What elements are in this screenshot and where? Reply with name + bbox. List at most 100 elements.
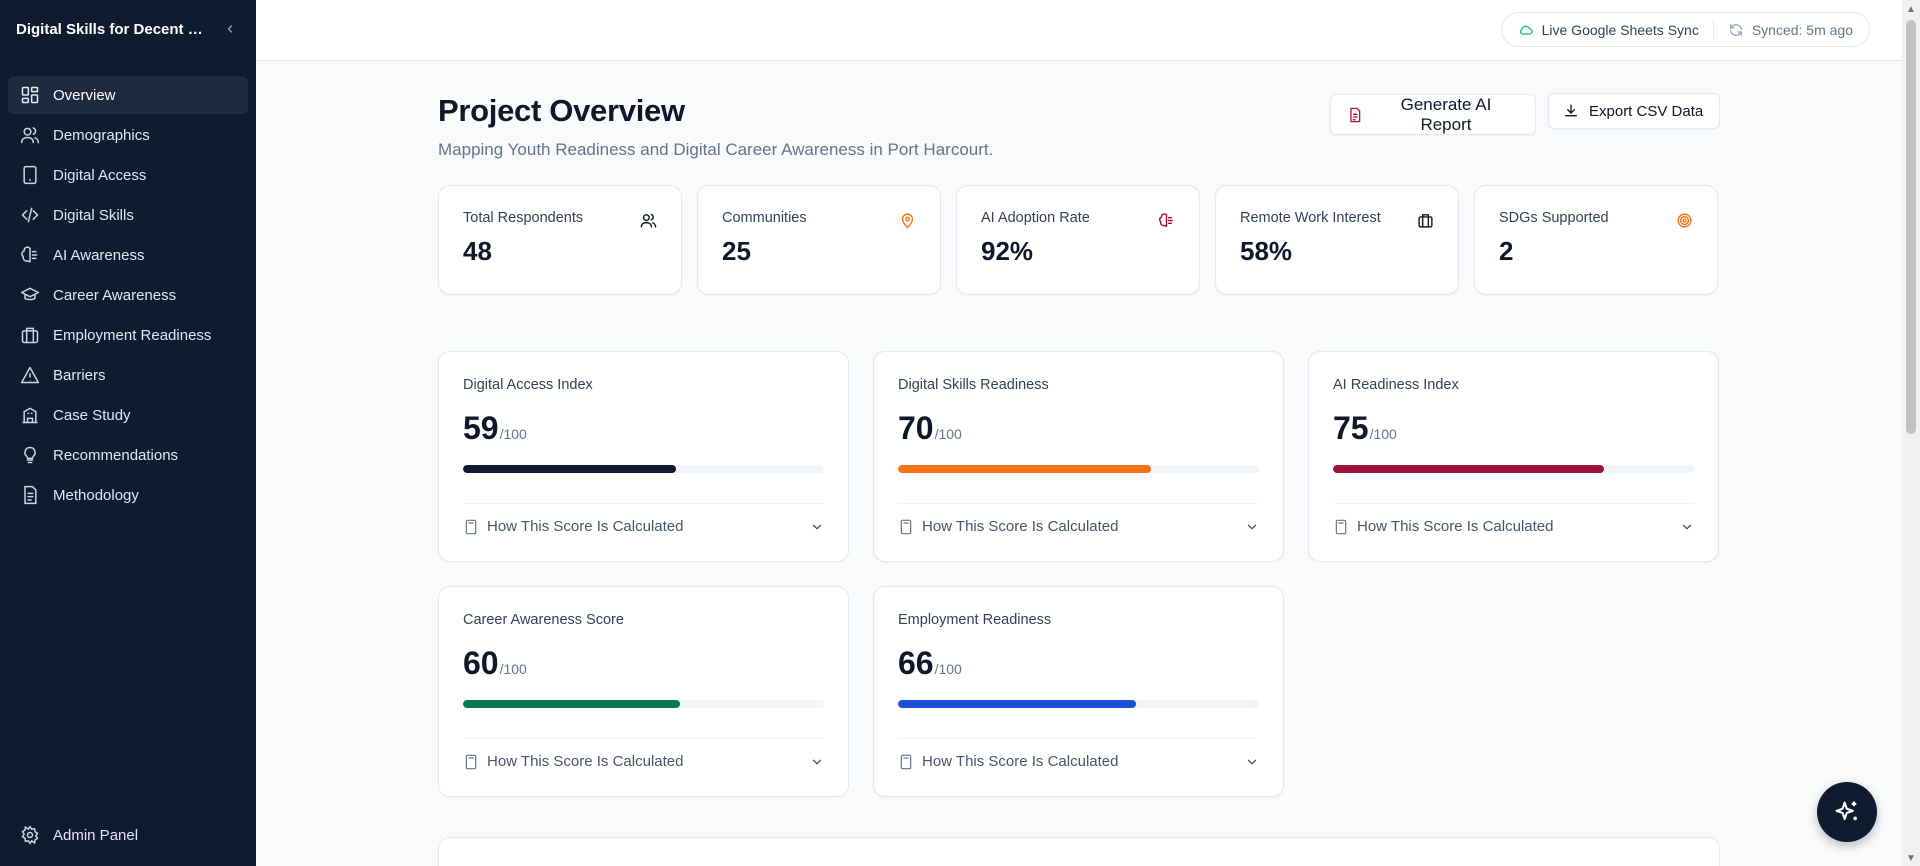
sidebar-item-label: Recommendations: [53, 446, 179, 464]
score-value: 75/100: [1333, 410, 1397, 447]
stats-row: Total Respondents 48 Communities 25 AI A…: [438, 185, 1718, 295]
score-calculation-toggle[interactable]: How This Score Is Calculated: [1333, 518, 1694, 535]
sidebar-item-employment-readiness[interactable]: Employment Readiness: [8, 316, 248, 354]
calculator-icon: [465, 754, 477, 769]
score-calculation-label: How This Score Is Calculated: [922, 518, 1119, 535]
score-calculation-label: How This Score Is Calculated: [487, 518, 684, 535]
ai-assistant-button[interactable]: [1817, 782, 1877, 842]
score-calculation-toggle[interactable]: How This Score Is Calculated: [463, 518, 824, 535]
briefcase-icon: [1418, 214, 1433, 228]
sidebar-item-label: Career Awareness: [53, 286, 177, 304]
progress-track: [1333, 465, 1694, 473]
stat-label: Remote Work Interest: [1240, 210, 1381, 226]
sidebar-item-barriers[interactable]: Barriers: [8, 356, 248, 394]
calculator-icon: [900, 754, 912, 769]
scroll-down-arrow[interactable]: ▼: [1906, 853, 1916, 864]
next-section-card: [438, 837, 1720, 866]
stat-card-total-respondents: Total Respondents 48: [438, 185, 682, 295]
stat-card-ai-adoption: AI Adoption Rate 92%: [956, 185, 1200, 295]
divider: [898, 503, 1259, 504]
sidebar-item-digital-access[interactable]: Digital Access: [8, 156, 248, 194]
score-number: 60: [463, 645, 499, 681]
sync-status-pill[interactable]: Live Google Sheets Sync Synced: 5m ago: [1500, 12, 1870, 47]
users-icon: [640, 213, 657, 228]
download-icon: [1565, 104, 1577, 117]
score-card-employment-readiness: Employment Readiness 66/100 How This Sco…: [873, 586, 1284, 797]
stat-value: 2: [1499, 236, 1514, 266]
sidebar: Digital Skills for Decent Work Overview …: [0, 0, 256, 866]
export-csv-button[interactable]: Export CSV Data: [1548, 93, 1720, 129]
score-number: 66: [898, 645, 934, 681]
lightbulb-icon: [24, 446, 36, 464]
score-calculation-toggle[interactable]: How This Score Is Calculated: [898, 753, 1259, 770]
generate-ai-report-label: Generate AI Report: [1400, 94, 1492, 134]
chevron-down-icon: [812, 524, 822, 530]
warning-triangle-icon: [20, 366, 40, 384]
score-label: AI Readiness Index: [1333, 377, 1459, 393]
sidebar-item-ai-awareness[interactable]: AI Awareness: [8, 236, 248, 274]
page-scrollbar[interactable]: ▲ ▼: [1902, 0, 1920, 866]
building-icon: [22, 407, 38, 424]
sidebar-nav: Overview Demographics Digital Access Dig…: [0, 58, 256, 514]
sidebar-item-career-awareness[interactable]: Career Awareness: [8, 276, 248, 314]
progress-fill: [463, 465, 676, 473]
cloud-icon: [1519, 25, 1533, 35]
file-text-icon: [1350, 107, 1361, 122]
sidebar-item-label: Digital Access: [53, 166, 147, 184]
score-card-career-awareness: Career Awareness Score 60/100 How This S…: [438, 586, 849, 797]
sidebar-item-methodology[interactable]: Methodology: [8, 476, 248, 514]
map-pin-icon: [901, 213, 914, 229]
sidebar-item-label: Barriers: [53, 366, 106, 384]
sidebar-item-label: Methodology: [53, 486, 139, 504]
progress-track: [463, 465, 824, 473]
admin-panel-link[interactable]: Admin Panel: [8, 816, 248, 854]
score-calculation-label: How This Score Is Calculated: [922, 753, 1119, 770]
divider: [463, 503, 824, 504]
collapse-sidebar-button[interactable]: [220, 19, 240, 39]
score-value: 59/100: [463, 410, 527, 447]
stat-label: AI Adoption Rate: [981, 210, 1090, 226]
score-card-digital-access: Digital Access Index 59/100 How This Sco…: [438, 351, 849, 562]
sidebar-item-case-study[interactable]: Case Study: [8, 396, 248, 434]
progress-track: [898, 700, 1259, 708]
sidebar-footer: Admin Panel: [8, 816, 248, 856]
score-max: /100: [1369, 426, 1397, 442]
score-label: Digital Access Index: [463, 377, 593, 393]
score-calculation-label: How This Score Is Calculated: [1357, 518, 1554, 535]
gear-icon: [21, 825, 39, 845]
stat-value: 25: [722, 236, 751, 266]
sidebar-item-overview[interactable]: Overview: [8, 76, 248, 114]
score-card-ai-readiness: AI Readiness Index 75/100 How This Score…: [1308, 351, 1719, 562]
calculator-icon: [900, 519, 912, 534]
refresh-icon: [1729, 23, 1742, 36]
generate-ai-report-button[interactable]: Generate AI Report: [1330, 94, 1536, 135]
sidebar-item-digital-skills[interactable]: Digital Skills: [8, 196, 248, 234]
stat-label: SDGs Supported: [1499, 210, 1609, 226]
synced-time: Synced: 5m ago: [1751, 21, 1853, 38]
sidebar-item-recommendations[interactable]: Recommendations: [8, 436, 248, 474]
export-csv-label: Export CSV Data: [1589, 102, 1704, 120]
page-title: Project Overview: [438, 93, 685, 128]
progress-track: [463, 700, 824, 708]
score-label: Career Awareness Score: [463, 612, 624, 628]
stat-card-communities: Communities 25: [697, 185, 941, 295]
chevron-down-icon: [812, 759, 822, 765]
chevron-down-icon: [1247, 759, 1257, 765]
scrollbar-thumb[interactable]: [1906, 20, 1916, 434]
sidebar-item-label: Demographics: [53, 126, 150, 144]
score-number: 75: [1333, 410, 1369, 446]
scroll-up-arrow[interactable]: ▲: [1906, 4, 1916, 15]
chevron-left-icon: [227, 25, 233, 33]
score-calculation-toggle[interactable]: How This Score Is Calculated: [898, 518, 1259, 535]
briefcase-icon: [21, 327, 39, 344]
score-calculation-toggle[interactable]: How This Score Is Calculated: [463, 753, 824, 770]
app-title: Digital Skills for Decent Work: [16, 20, 206, 38]
grid-icon: [21, 86, 39, 104]
divider: [898, 738, 1259, 739]
sync-label: Live Google Sheets Sync: [1541, 21, 1699, 38]
score-number: 59: [463, 410, 499, 446]
stat-value: 48: [463, 236, 492, 266]
sidebar-item-label: Case Study: [53, 406, 131, 424]
sidebar-item-demographics[interactable]: Demographics: [8, 116, 248, 154]
chevron-down-icon: [1247, 524, 1257, 530]
